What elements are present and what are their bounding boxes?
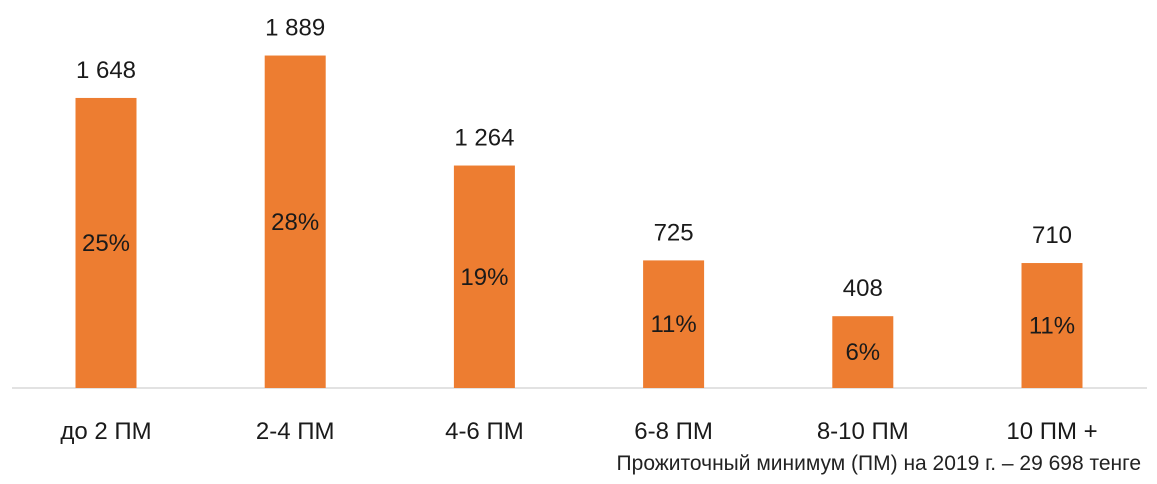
share-label: 25%: [82, 230, 130, 257]
value-label: 1 648: [76, 57, 136, 84]
share-label: 19%: [460, 264, 508, 291]
value-label: 408: [843, 275, 883, 302]
value-label: 1 264: [454, 125, 514, 152]
value-label: 725: [654, 219, 694, 246]
category-label: 8-10 ПМ: [817, 418, 909, 445]
footnote: Прожиточный минимум (ПМ) на 2019 г. – 29…: [616, 452, 1141, 475]
value-label: 1 889: [265, 15, 325, 42]
category-label: 6-8 ПМ: [634, 418, 713, 445]
share-label: 11%: [1029, 313, 1075, 340]
bar: [75, 97, 137, 389]
bar: [832, 316, 894, 388]
bar: [643, 260, 705, 388]
category-label: до 2 ПМ: [60, 418, 151, 445]
value-label: 710: [1032, 222, 1072, 249]
bar-chart-plot: 1 648 25% до 2 ПМ 1 889 28% 2-4 ПМ 1 264 19% 4-6…: [12, 15, 1147, 445]
bar: [1021, 263, 1083, 388]
bar: [453, 165, 515, 388]
category-label: 10 ПМ +: [1006, 418, 1097, 445]
share-label: 11%: [650, 311, 696, 338]
bar: [264, 55, 326, 388]
category-label: 2-4 ПМ: [256, 418, 335, 445]
share-label: 6%: [845, 339, 880, 366]
share-label: 28%: [271, 209, 319, 236]
category-label: 4-6 ПМ: [445, 418, 524, 445]
